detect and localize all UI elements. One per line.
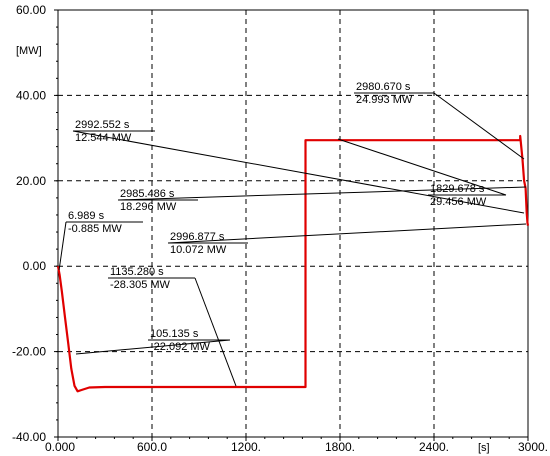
grid-layer [58, 10, 528, 437]
plot-frame [54, 9, 529, 441]
annotation-time: 6.989 s [68, 210, 105, 222]
annotation-time: 1135.280 s [110, 266, 164, 278]
annotation-value: 10.072 MW [170, 244, 227, 256]
annotation: 2980.670 s24.993 MW [354, 81, 525, 160]
annotation: 1135.280 s-28.305 MW [108, 266, 237, 387]
annotation-leader [194, 277, 237, 387]
annotation-leader [117, 186, 527, 201]
annotation-time: 2992.552 s [75, 119, 130, 131]
annotation-leader [58, 221, 67, 271]
annotation-time: 2996.877 s [170, 231, 225, 243]
y-tick-label: 40.00 [16, 88, 46, 102]
annotation-leader [337, 138, 507, 196]
tick-labels: 0.000 600.0 1200. 1800. 2400. 3000. -40.00 -20.… [12, 3, 548, 454]
annotation: 105.135 s-22.092 MW [75, 328, 231, 355]
x-tick-label: 1200. [231, 440, 261, 454]
y-tick-label: -40.00 [12, 430, 46, 444]
annotation: 2996.877 s10.072 MW [167, 223, 527, 256]
annotation-time: 2980.670 s [356, 81, 411, 93]
annotation: 1829.678 s29.456 MW [337, 138, 507, 208]
annotation: 2992.552 s12.544 MW [72, 119, 525, 214]
annotation-value: 18.296 MW [120, 201, 177, 213]
annotation-value: -0.885 MW [68, 223, 122, 235]
annotation-leader [72, 130, 525, 214]
series-line [56, 134, 530, 393]
annotation-leader [167, 223, 527, 244]
annotation-leader [433, 92, 525, 160]
annotation: 6.989 s-0.885 MW [58, 210, 143, 271]
annotation-time: 2985.486 s [120, 188, 175, 200]
annotation: 2985.486 s18.296 MW [117, 186, 527, 213]
x-axis-unit: [s] [478, 442, 490, 454]
annotation-leader [75, 339, 231, 355]
annotation-value: 12.544 MW [75, 132, 132, 144]
y-axis-unit: [MW] [16, 45, 42, 57]
y-tick-label: 0.00 [23, 259, 47, 273]
annotation-value: -22.092 MW [150, 341, 211, 353]
x-tick-label: 1800. [325, 440, 355, 454]
x-tick-label: 2400. [419, 440, 449, 454]
series-layer [56, 134, 530, 393]
y-tick-label: 20.00 [16, 174, 46, 188]
annotation-value: -28.305 MW [110, 279, 171, 291]
x-tick-label: 0.000 [45, 440, 75, 454]
annotation-value: 24.993 MW [356, 94, 413, 106]
x-tick-label: 3000. [518, 440, 548, 454]
plot-border [57, 9, 529, 438]
y-tick-label: 60.00 [16, 3, 46, 17]
annotation-time: 105.135 s [150, 328, 199, 340]
y-tick-label: -20.00 [12, 345, 46, 359]
x-tick-label: 600.0 [137, 440, 167, 454]
